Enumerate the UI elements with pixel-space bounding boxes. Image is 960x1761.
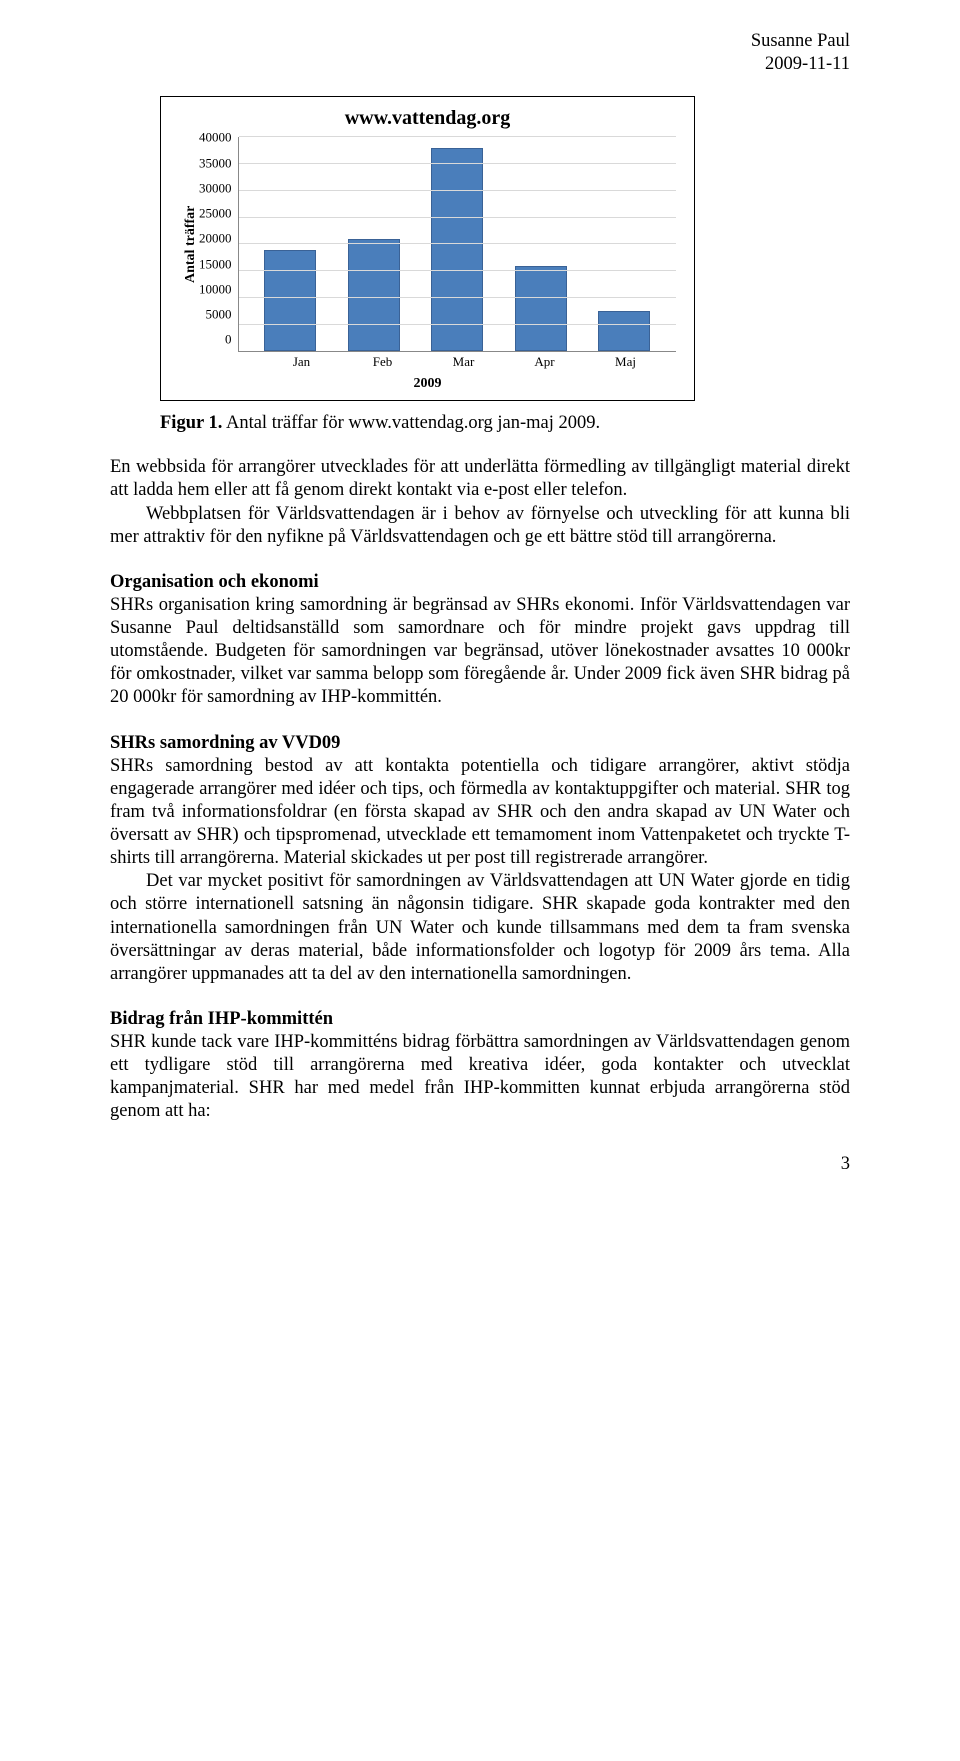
x-tick: Apr (519, 354, 571, 370)
section-title-organisation: Organisation och ekonomi (110, 572, 319, 592)
section-title-ihp: Bidrag från IHP-kommittén (110, 1009, 333, 1029)
gridline (239, 297, 677, 298)
x-tick: Feb (357, 354, 409, 370)
section-organisation: Organisation och ekonomi SHRs organisati… (110, 571, 850, 710)
sec1-text: SHRs organisation kring samordning är be… (110, 595, 850, 708)
x-axis-label: 2009 (161, 376, 694, 392)
gridline (239, 324, 677, 325)
bars-container (239, 137, 677, 351)
gridline (239, 217, 677, 218)
y-axis-ticks: 4000035000300002500020000150001000050000 (199, 137, 238, 352)
x-axis-ticks: Jan Feb Mar Apr Maj (251, 354, 676, 370)
y-tick: 35000 (199, 156, 232, 169)
chart-body: Antal träffar 40000350003000025000200001… (181, 137, 676, 352)
bar-chart: www.vattendag.org Antal träffar 40000 350… (160, 96, 695, 401)
section-ihp: Bidrag från IHP-kommittén SHR kunde tack… (110, 1008, 850, 1124)
gridline (239, 136, 677, 137)
y-tick: 10000 (199, 282, 232, 295)
y-tick: 40000 (199, 131, 232, 144)
figure-label: Figur 1. (160, 413, 222, 433)
y-tick: 20000 (199, 232, 232, 245)
sec2-text2: Det var mycket positivt för samordningen… (110, 871, 850, 984)
x-tick: Maj (600, 354, 652, 370)
x-tick: Jan (276, 354, 328, 370)
sec3-text: SHR kunde tack vare IHP-kommitténs bidra… (110, 1032, 850, 1121)
document-date: 2009-11-11 (110, 53, 850, 76)
gridline (239, 270, 677, 271)
gridline (239, 190, 677, 191)
page-number: 3 (110, 1154, 850, 1175)
para1-text2: Webbplatsen för Världsvattendagen är i b… (110, 504, 850, 547)
chart-title: www.vattendag.org (161, 97, 694, 130)
figure-caption: Figur 1. Antal träffar för www.vattendag… (110, 413, 850, 434)
plot-area (238, 137, 677, 352)
bar (264, 250, 316, 352)
gridline (239, 243, 677, 244)
y-tick: 25000 (199, 207, 232, 220)
author-name: Susanne Paul (110, 30, 850, 53)
bar (598, 311, 650, 351)
intro-paragraph: En webbsida för arrangörer utvecklades f… (110, 456, 850, 549)
bar (348, 239, 400, 351)
y-axis-label: Antal träffar (181, 137, 199, 352)
section-title-vvd09: SHRs samordning av VVD09 (110, 733, 340, 753)
caption-text: Antal träffar för www.vattendag.org jan-… (222, 413, 600, 433)
bar (431, 148, 483, 351)
x-tick: Mar (438, 354, 490, 370)
sec2-text: SHRs samordning bestod av att kontakta p… (110, 756, 850, 869)
y-tick: 15000 (199, 257, 232, 270)
bar (515, 266, 567, 352)
para1-text: En webbsida för arrangörer utvecklades f… (110, 457, 850, 500)
y-tick: 0 (199, 333, 232, 346)
page-header: Susanne Paul 2009-11-11 (110, 30, 850, 76)
y-tick: 5000 (199, 308, 232, 321)
gridline (239, 163, 677, 164)
section-vvd09: SHRs samordning av VVD09 SHRs samordning… (110, 732, 850, 986)
y-tick: 30000 (199, 181, 232, 194)
